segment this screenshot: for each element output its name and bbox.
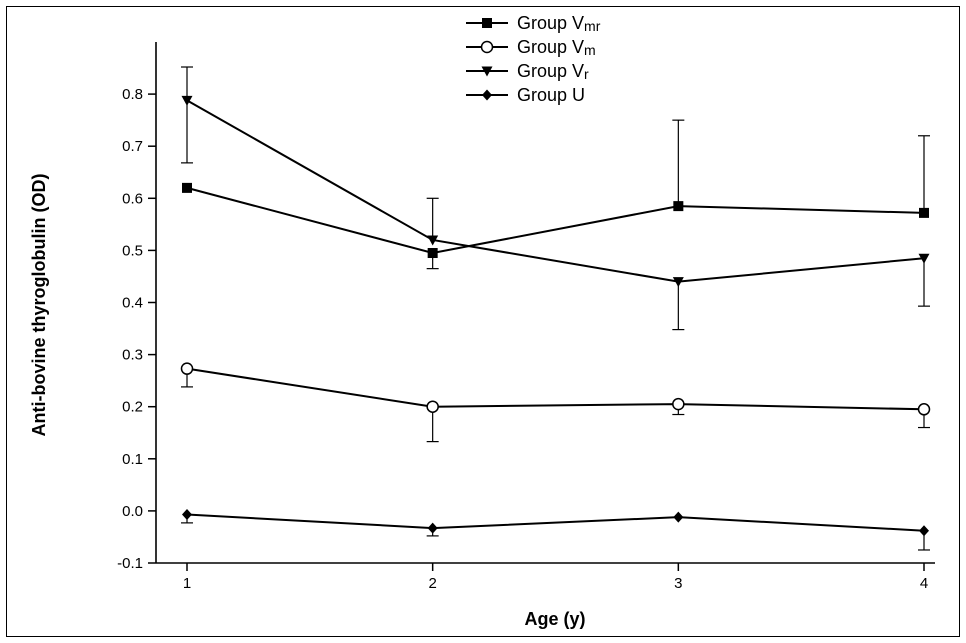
y-tick-label: 0.8 [122, 86, 143, 103]
data-point-group-u [182, 509, 192, 521]
error-bars [181, 66, 930, 551]
x-tick-label: 2 [428, 575, 436, 592]
y-tick-label: 0.1 [122, 451, 143, 468]
y-tick-label: 0.6 [122, 190, 143, 207]
legend-marker-group-vr [481, 66, 493, 77]
y-tick-label: 0.5 [122, 242, 143, 259]
series-line-group-u [186, 513, 925, 532]
legend-label-group-u: Group U [517, 85, 585, 105]
series-lines [186, 99, 925, 532]
axes [155, 42, 935, 564]
series-markers [180, 95, 931, 537]
data-point-group-u [919, 525, 929, 537]
data-point-group-vr [672, 277, 684, 288]
data-point-group-vr [427, 235, 439, 246]
data-point-group-vm [426, 400, 439, 413]
x-tick-label: 4 [920, 575, 928, 592]
data-point-group-vmr [673, 201, 684, 212]
legend: Group Vmr Group Vm Group Vr Group U [466, 13, 601, 105]
data-point-group-u [673, 511, 684, 523]
y-axis-label: Anti-bovine thyroglobulin (OD) [29, 174, 49, 437]
x-tick-label: 1 [183, 575, 191, 592]
y-ticks: -0.1 0.0 0.1 0.2 0.3 0.4 0.5 0.6 0.7 0.8 [117, 86, 156, 572]
data-point-group-vmr [919, 207, 929, 218]
y-tick-label: 0.3 [122, 347, 143, 364]
data-point-group-u [427, 522, 438, 534]
x-ticks: 1 2 3 4 [183, 563, 928, 592]
data-point-group-vr [918, 253, 930, 264]
legend-label-group-vr: Group Vr [517, 61, 589, 82]
legend-marker-group-u [482, 89, 492, 101]
series-line-group-vm [186, 367, 925, 411]
data-point-group-vmr [182, 182, 192, 193]
data-point-group-vr [181, 95, 193, 106]
x-axis-label: Age (y) [524, 609, 585, 629]
y-tick-label: 0.0 [122, 503, 143, 520]
series-line-group-vr [186, 99, 925, 283]
y-tick-label: -0.1 [117, 555, 143, 572]
legend-marker-group-vm [480, 40, 494, 54]
legend-marker-group-vmr [482, 18, 492, 28]
data-point-group-vmr [427, 248, 438, 259]
y-tick-label: 0.7 [122, 138, 143, 155]
data-point-group-vm [917, 403, 931, 416]
x-tick-label: 3 [674, 575, 682, 592]
legend-label-group-vm: Group Vm [517, 37, 596, 58]
y-tick-label: 0.2 [122, 399, 143, 416]
y-tick-label: 0.4 [122, 295, 143, 312]
figure-frame [6, 6, 960, 637]
data-point-group-vm [672, 397, 685, 411]
data-point-group-vm [180, 362, 194, 375]
series-line-group-vmr [186, 186, 925, 255]
legend-label-group-vmr: Group Vmr [517, 13, 601, 34]
